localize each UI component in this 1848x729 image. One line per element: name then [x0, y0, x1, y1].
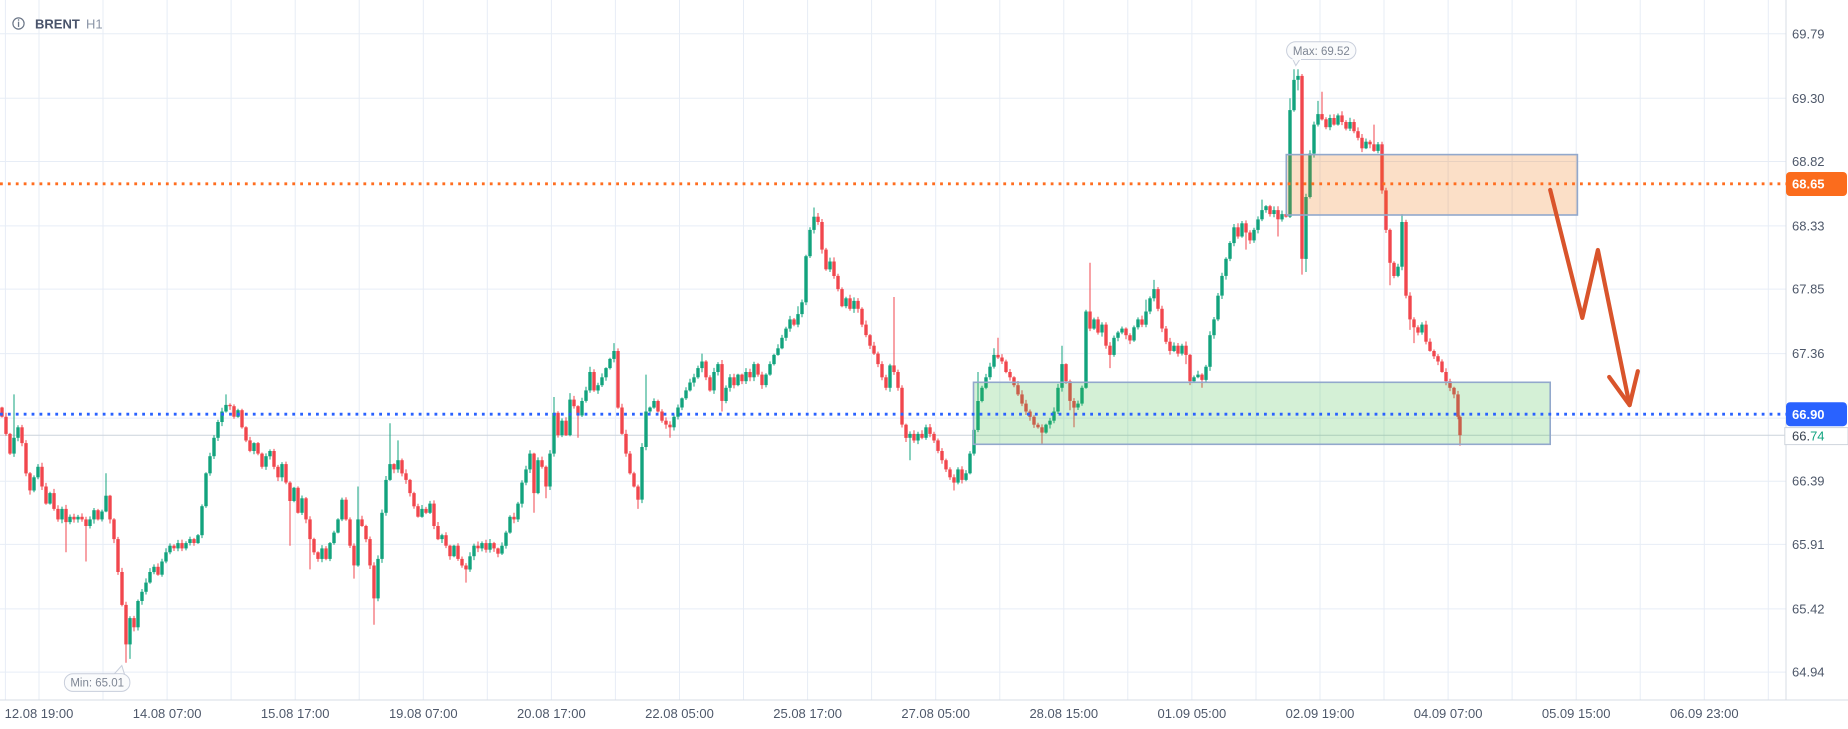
- svg-text:12.08 19:00: 12.08 19:00: [5, 706, 74, 721]
- svg-text:68.82: 68.82: [1792, 154, 1825, 169]
- svg-text:22.08 05:00: 22.08 05:00: [645, 706, 714, 721]
- svg-text:H1: H1: [86, 16, 103, 31]
- svg-text:15.08 17:00: 15.08 17:00: [261, 706, 330, 721]
- svg-text:05.09 15:00: 05.09 15:00: [1542, 706, 1611, 721]
- svg-text:25.08 17:00: 25.08 17:00: [773, 706, 842, 721]
- svg-text:Min: 65.01: Min: 65.01: [70, 678, 124, 690]
- svg-text:19.08 07:00: 19.08 07:00: [389, 706, 458, 721]
- svg-text:14.08 07:00: 14.08 07:00: [133, 706, 202, 721]
- svg-text:66.39: 66.39: [1792, 474, 1825, 489]
- svg-text:69.30: 69.30: [1792, 91, 1825, 106]
- svg-text:28.08 15:00: 28.08 15:00: [1029, 706, 1098, 721]
- svg-text:68.33: 68.33: [1792, 218, 1825, 233]
- svg-text:67.36: 67.36: [1792, 346, 1825, 361]
- svg-text:66.74: 66.74: [1792, 428, 1825, 443]
- svg-text:20.08 17:00: 20.08 17:00: [517, 706, 586, 721]
- svg-text:68.65: 68.65: [1792, 177, 1825, 192]
- svg-text:BRENT: BRENT: [35, 16, 80, 31]
- svg-text:02.09 19:00: 02.09 19:00: [1286, 706, 1355, 721]
- svg-text:06.09 23:00: 06.09 23:00: [1670, 706, 1739, 721]
- svg-text:04.09 07:00: 04.09 07:00: [1414, 706, 1483, 721]
- svg-text:65.42: 65.42: [1792, 601, 1825, 616]
- svg-text:64.94: 64.94: [1792, 665, 1825, 680]
- svg-text:27.08 05:00: 27.08 05:00: [901, 706, 970, 721]
- svg-text:69.79: 69.79: [1792, 26, 1825, 41]
- svg-text:01.09 05:00: 01.09 05:00: [1158, 706, 1227, 721]
- svg-text:67.85: 67.85: [1792, 282, 1825, 297]
- svg-text:65.91: 65.91: [1792, 537, 1825, 552]
- svg-text:66.90: 66.90: [1792, 407, 1825, 422]
- svg-text:Max: 69.52: Max: 69.52: [1293, 46, 1350, 58]
